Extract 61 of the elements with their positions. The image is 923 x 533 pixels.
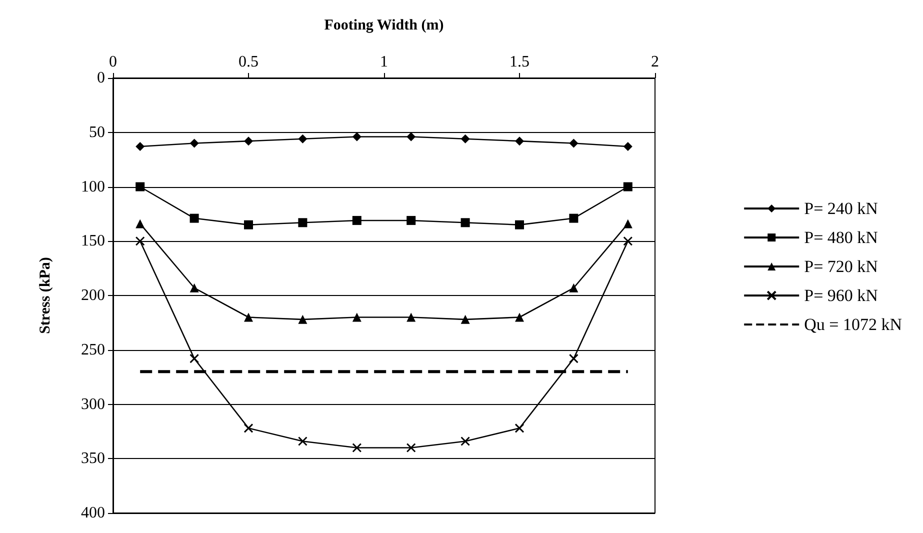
y-tick-label: 300	[81, 396, 105, 413]
point	[569, 283, 578, 292]
point	[406, 443, 416, 452]
point	[244, 136, 253, 146]
point	[190, 214, 199, 223]
point	[244, 220, 253, 230]
point	[298, 314, 308, 324]
point	[569, 214, 578, 223]
point	[460, 134, 470, 144]
point	[136, 182, 145, 192]
point	[406, 312, 416, 322]
y-tick-label: 0	[97, 70, 105, 86]
x-tick-label: 1.5	[510, 54, 530, 70]
point	[298, 134, 308, 144]
point	[135, 236, 145, 246]
point	[352, 312, 362, 322]
y-tick-label: 200	[81, 287, 105, 304]
point	[515, 136, 524, 146]
y-tick-label: 50	[89, 124, 105, 141]
point	[136, 219, 145, 228]
legend-label: P= 720 kN	[804, 257, 878, 276]
point	[298, 218, 308, 228]
point	[190, 138, 199, 148]
point	[244, 423, 254, 433]
x-tick-label: 2	[651, 54, 659, 70]
point	[460, 314, 470, 324]
point	[514, 423, 524, 433]
point	[298, 436, 308, 446]
point	[623, 236, 633, 246]
point	[515, 220, 524, 230]
point	[244, 312, 253, 322]
point	[352, 216, 362, 225]
point	[190, 354, 200, 364]
point	[352, 132, 362, 142]
point	[406, 132, 416, 142]
y-tick-label: 400	[81, 504, 105, 522]
point	[569, 138, 578, 148]
x-tick-label: 0	[109, 54, 117, 70]
x-tick-label: 0.5	[238, 54, 258, 70]
legend-label: P= 480 kN	[804, 228, 878, 247]
x-tick-label: 1	[380, 54, 388, 70]
point	[460, 436, 470, 446]
legend-label: P= 960 kN	[804, 286, 878, 305]
y-axis-title: Stress (kPa)	[38, 257, 54, 334]
y-tick-label: 150	[81, 232, 105, 250]
legend-label: P= 240 kN	[804, 199, 878, 218]
point	[190, 283, 199, 292]
x-axis-title: Footing Width (m)	[324, 18, 444, 34]
point	[623, 219, 632, 228]
legend-label: Qu = 1072 kN	[804, 315, 902, 334]
point	[136, 142, 145, 152]
point	[568, 354, 578, 364]
y-tick-label: 350	[81, 450, 105, 468]
point	[623, 182, 632, 192]
y-tick-label: 100	[81, 178, 105, 196]
y-tick-label: 250	[81, 341, 105, 358]
point	[352, 443, 362, 452]
point	[623, 142, 632, 152]
point	[406, 216, 416, 225]
point	[515, 312, 524, 322]
point	[460, 218, 470, 228]
